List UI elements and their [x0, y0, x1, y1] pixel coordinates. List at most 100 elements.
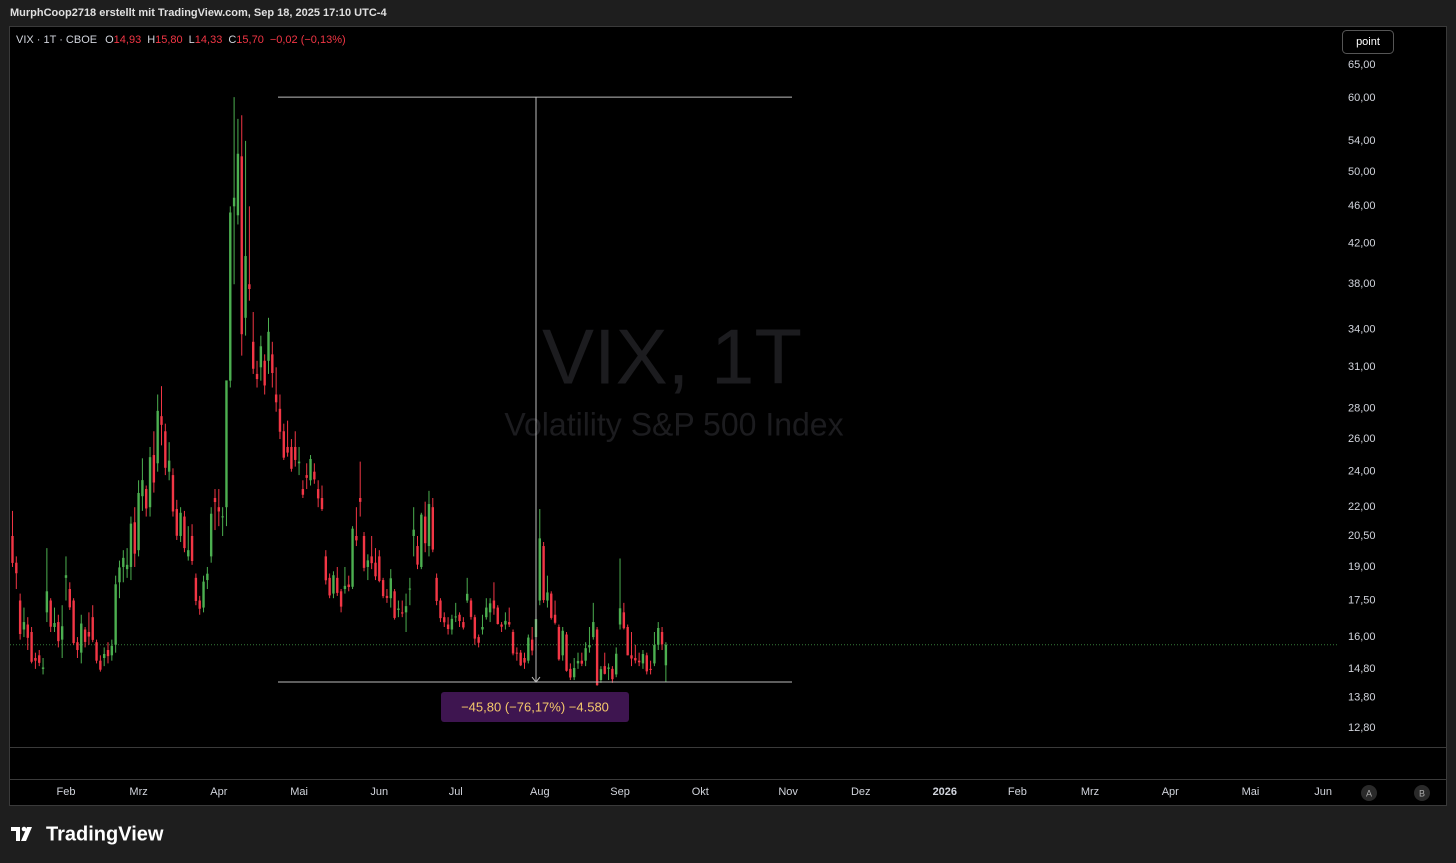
y-tick-label: 20,50 — [1348, 530, 1376, 542]
candle-body — [164, 431, 167, 468]
candle-body — [106, 650, 110, 657]
candle-body — [148, 457, 152, 508]
candle-body — [576, 660, 580, 664]
candle-body — [22, 622, 26, 630]
candle-body — [332, 575, 335, 594]
candle-body — [316, 489, 320, 499]
point-button[interactable] — [1342, 30, 1394, 54]
candle-body — [114, 584, 117, 645]
candle-body — [550, 593, 553, 618]
legend-value: 15,70 — [236, 34, 264, 46]
y-tick-label: 60,00 — [1348, 92, 1376, 104]
candle-body — [102, 653, 106, 658]
candle-body — [542, 546, 545, 601]
candle-body — [274, 394, 278, 403]
candle-body — [213, 498, 217, 503]
candle-body — [511, 632, 515, 654]
candle-body — [611, 668, 614, 680]
candle-body — [634, 657, 637, 661]
candle-body — [339, 591, 343, 607]
candle-body — [653, 645, 656, 664]
candle-body — [133, 522, 136, 554]
candle-body — [179, 512, 182, 536]
candle-body — [72, 600, 75, 643]
candle-body — [190, 535, 194, 562]
candle-body — [183, 516, 186, 549]
measure-label-box — [441, 692, 629, 722]
candle-body — [129, 523, 133, 567]
measure-arrow-head — [531, 676, 541, 683]
candle-body — [416, 546, 419, 565]
candle-body — [49, 600, 52, 627]
legend-value: 14,33 — [195, 34, 223, 46]
auto-scale-button[interactable] — [1361, 785, 1377, 801]
candle-body — [492, 600, 496, 609]
x-tick-label: Jul — [449, 786, 463, 798]
candle-body — [572, 668, 576, 678]
candle-body — [41, 667, 45, 669]
candle-body — [443, 617, 446, 623]
candle-body — [305, 475, 308, 478]
candle-body — [217, 507, 221, 512]
candle-body — [38, 655, 41, 663]
auto-scale-label[interactable]: A — [1366, 788, 1372, 798]
watermark-title: VIX, 1T — [542, 313, 802, 401]
candle-body — [198, 600, 201, 609]
log-scale-button[interactable] — [1414, 785, 1430, 801]
candle-body — [278, 408, 282, 432]
candle-body — [68, 589, 71, 608]
candle-body — [477, 637, 480, 643]
candle-body — [630, 655, 633, 659]
legend-change: −0,02 (−0,13%) — [270, 34, 346, 46]
candle-body — [240, 156, 243, 335]
y-tick-label: 54,00 — [1348, 135, 1376, 147]
candle-body — [99, 660, 102, 670]
candle-body — [397, 608, 400, 610]
brand-name: TradingView — [46, 823, 164, 845]
measure-label: −45,80 (−76,17%) −4.580 — [461, 699, 609, 714]
candle-body — [595, 629, 599, 686]
candle-body — [95, 642, 98, 661]
candle-body — [358, 498, 362, 502]
candle-body — [645, 655, 648, 672]
point-button-label[interactable]: point — [1356, 36, 1380, 48]
candle-body — [355, 535, 358, 541]
candle-body — [657, 627, 660, 645]
candle-body — [439, 600, 442, 619]
log-scale-label[interactable]: B — [1419, 788, 1425, 798]
x-tick-label: Apr — [210, 786, 227, 798]
candle-body — [34, 657, 37, 661]
candle-body — [252, 341, 255, 369]
candle-body — [469, 600, 473, 617]
candle-body — [80, 623, 83, 653]
candle-body — [603, 666, 606, 674]
candle-body — [351, 528, 354, 587]
candle-body — [389, 578, 392, 599]
x-tick-label: Okt — [692, 786, 709, 798]
candle-body — [30, 632, 33, 662]
candle-body — [481, 626, 484, 630]
candle-body — [297, 461, 301, 464]
candle-body — [378, 556, 381, 581]
candle-body — [221, 516, 224, 518]
candle-body — [588, 645, 591, 648]
x-tick-label: Aug — [530, 786, 550, 798]
y-tick-label: 28,00 — [1348, 403, 1376, 415]
y-tick-label: 26,00 — [1348, 433, 1376, 445]
candle-body — [374, 562, 377, 577]
candle-body — [160, 416, 163, 425]
x-tick-label: Mai — [290, 786, 308, 798]
candle-body — [454, 616, 457, 618]
candle-body — [110, 645, 114, 656]
candle-body — [229, 212, 232, 381]
candle-body — [362, 535, 366, 568]
candle-body — [618, 608, 622, 625]
x-tick-label: Jun — [370, 786, 388, 798]
candle-body — [450, 618, 454, 630]
candle-body — [565, 634, 568, 671]
candle-body — [91, 617, 94, 640]
candle-body — [622, 612, 626, 629]
candle-body — [420, 514, 423, 567]
candle-body — [423, 516, 427, 544]
